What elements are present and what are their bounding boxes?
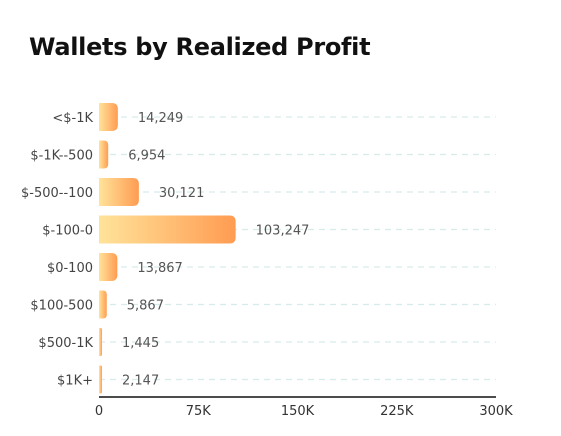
bar [99, 103, 118, 131]
category-label: $-500--100 [21, 186, 93, 201]
category-label: $500-1K [38, 336, 93, 351]
value-label: 6,954 [128, 149, 165, 164]
value-label: 30,121 [159, 186, 205, 201]
bar [99, 365, 102, 394]
value-label: 13,867 [137, 261, 183, 276]
x-tick-label: 150K [281, 404, 315, 419]
category-label: $-1K--500 [30, 149, 93, 164]
bar [99, 215, 236, 244]
category-label: $1K+ [57, 374, 93, 389]
bar [99, 290, 107, 319]
bar [99, 328, 102, 356]
category-label: $100-500 [30, 299, 93, 314]
value-label: 1,445 [122, 336, 159, 351]
category-label: <$-1K [52, 111, 93, 126]
value-label: 103,247 [256, 224, 310, 239]
label-clip [99, 97, 100, 98]
category-label: $0-100 [47, 261, 93, 276]
chart-title: Wallets by Realized Profit [29, 33, 371, 61]
value-label: 14,249 [138, 111, 184, 126]
x-tick-label: 0 [95, 404, 103, 419]
x-tick-label: 225K [380, 404, 414, 419]
category-label: $-100-0 [42, 224, 93, 239]
bar [99, 140, 109, 169]
bar [99, 178, 139, 206]
x-tick-label: 75K [186, 404, 212, 419]
x-tick-label: 300K [479, 404, 513, 419]
bar [99, 253, 118, 281]
value-label: 5,867 [127, 299, 164, 314]
value-label: 2,147 [122, 374, 159, 389]
